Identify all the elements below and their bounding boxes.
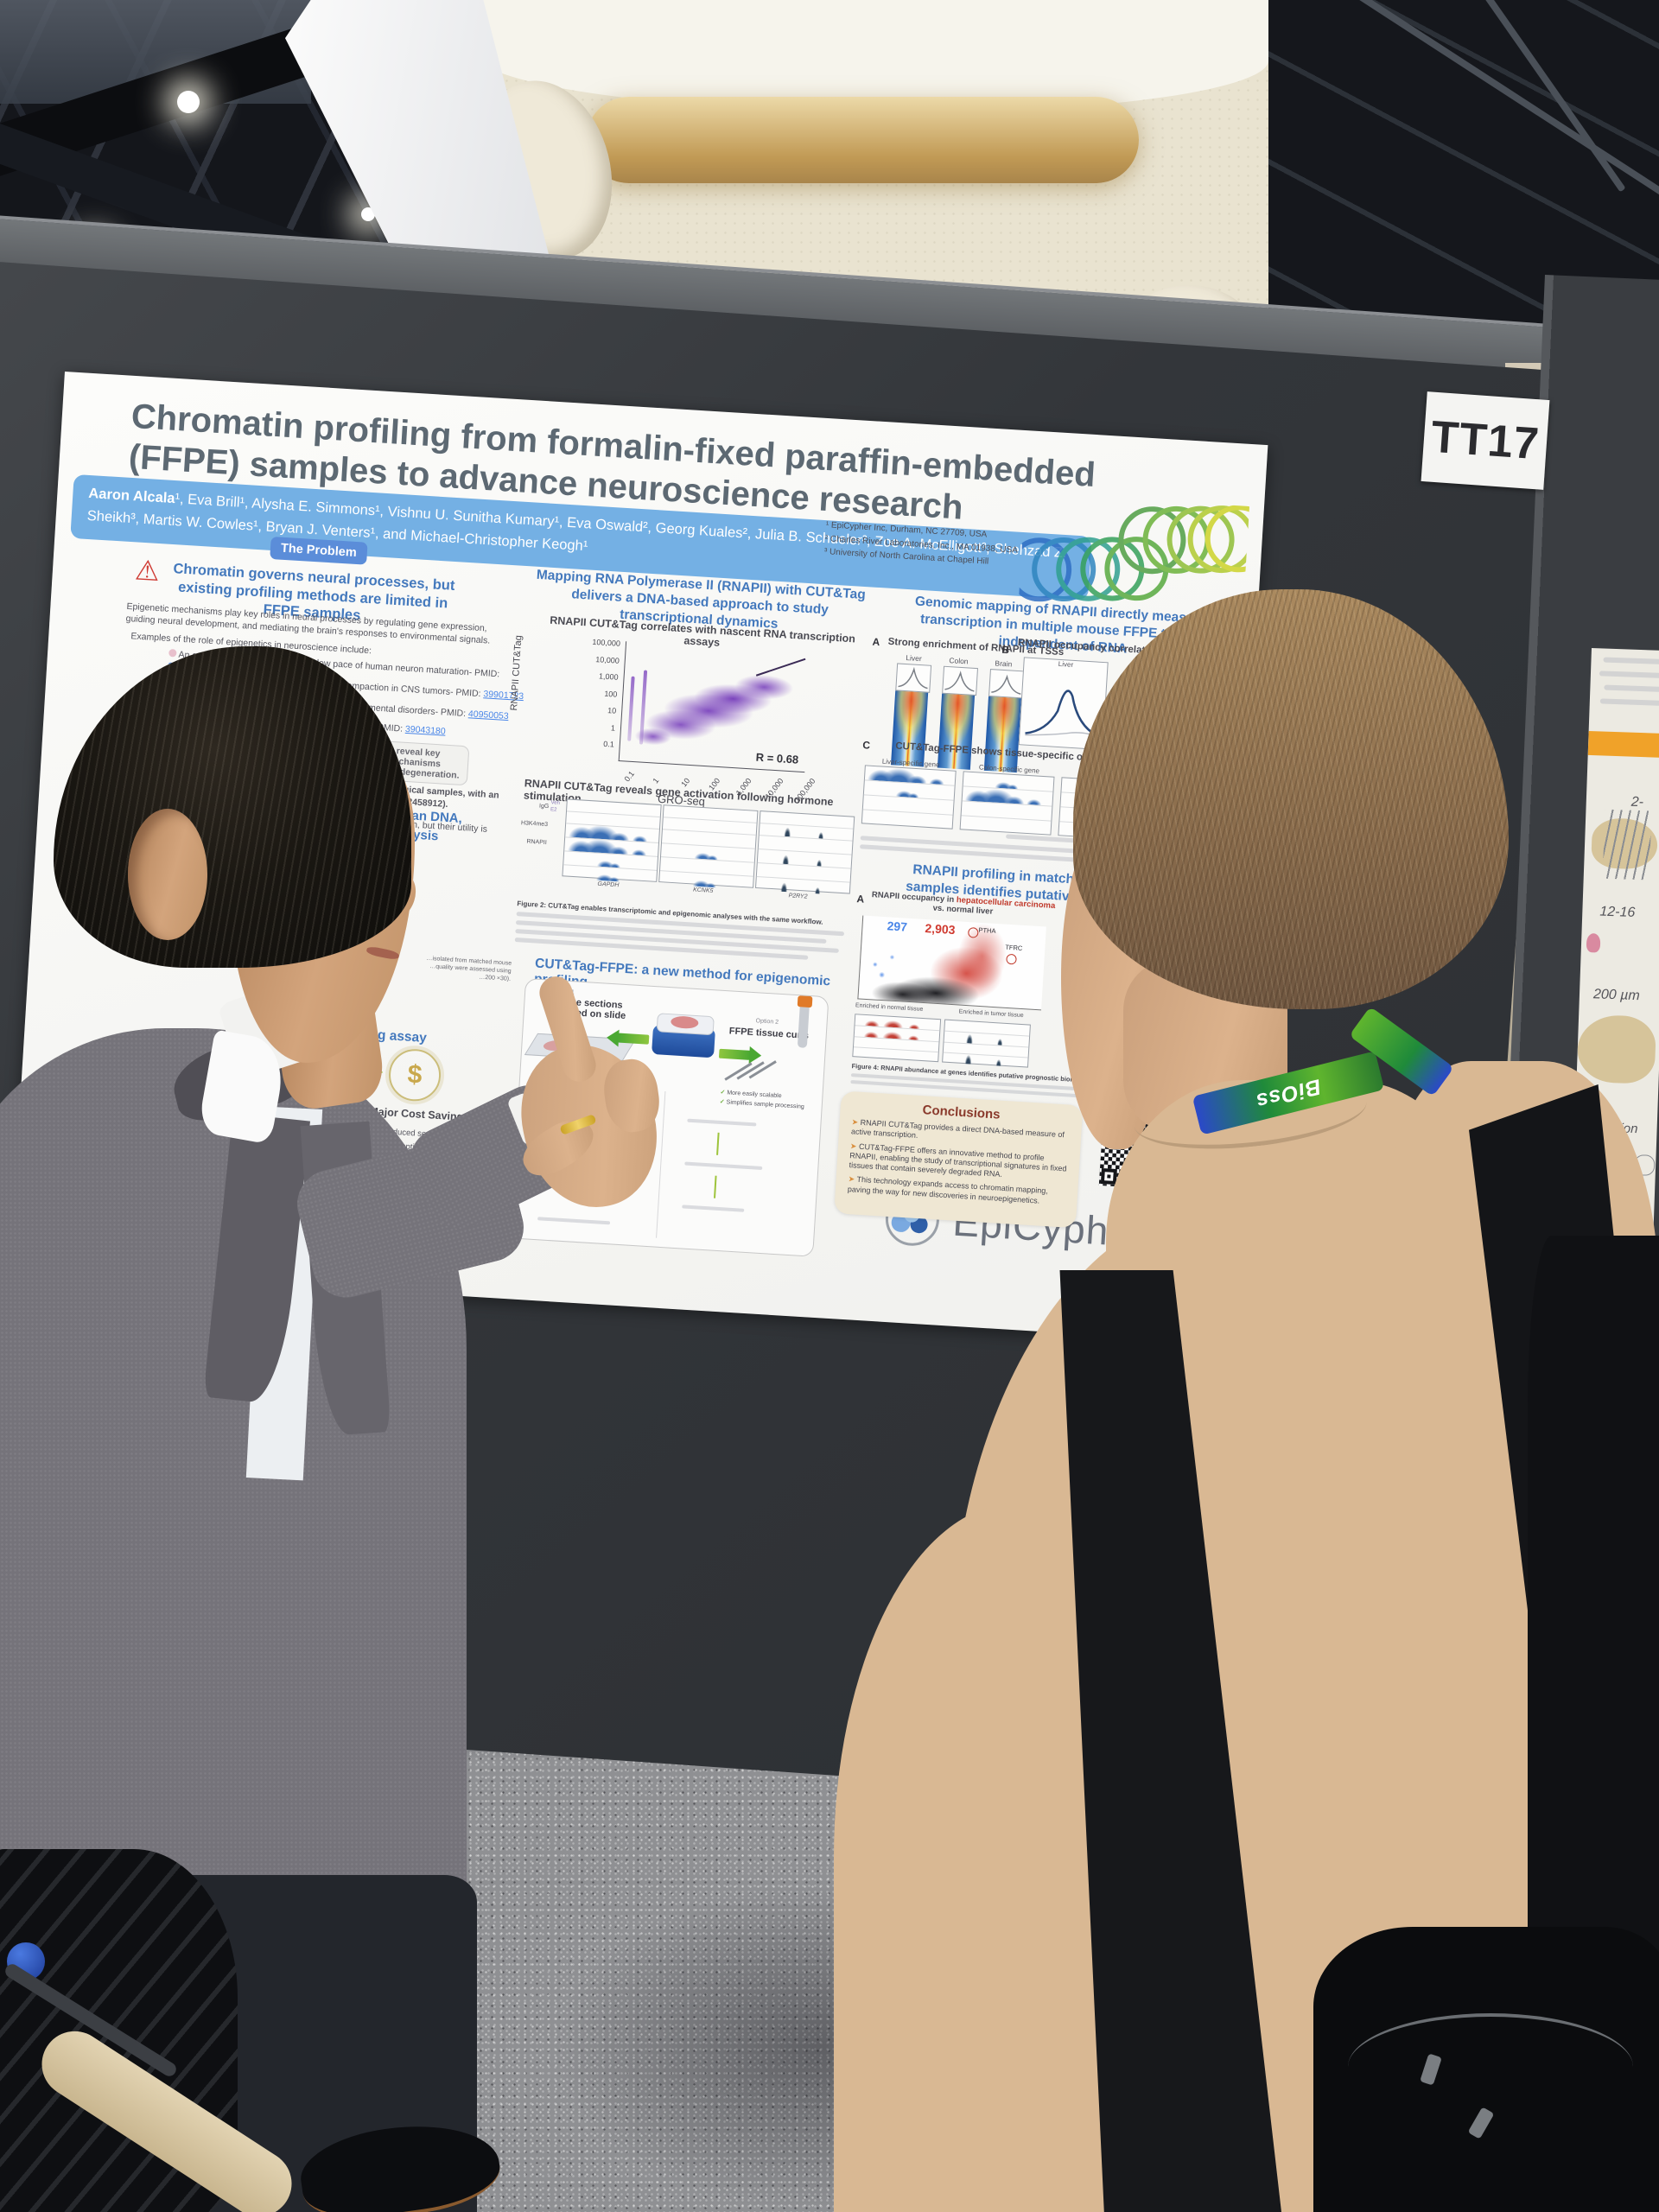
brain-illustration: [1576, 1014, 1657, 1084]
neighbor-orange-band: [1587, 730, 1659, 759]
scatter-yticks: 100,000 10,000 1,000 100 10 1 0.1: [592, 637, 621, 749]
igv-panel: [852, 1014, 942, 1063]
pmid-link[interactable]: 39043180: [404, 723, 446, 737]
column-light-band: [586, 97, 1139, 183]
dollar-icon: $: [387, 1047, 442, 1103]
pmid-link[interactable]: 40950053: [467, 709, 509, 722]
ceiling-light: [177, 91, 200, 113]
conclusions-list: ➤ RNAPII CUT&Tag provides a direct DNA-b…: [847, 1117, 1067, 1205]
scatter-plot-area: R = 0.68: [618, 641, 812, 773]
track-panel: [658, 804, 759, 890]
board-number-card: TT17: [1421, 391, 1550, 490]
igv-panel: [942, 1019, 1031, 1068]
ffpe-cassette-icon: [652, 1013, 716, 1058]
bullet-arrow-icon: ➤: [851, 1117, 859, 1127]
ceiling-light: [361, 207, 375, 221]
condition-labels: Veh E2: [550, 800, 561, 813]
arrow-left-icon: [617, 1033, 650, 1045]
warning-icon: ⚠: [134, 554, 161, 588]
problem-badge: The Problem: [270, 536, 368, 565]
flow-arrow: [716, 1132, 720, 1155]
option2-label: Option 2: [755, 1018, 779, 1026]
first-author: Aaron Alcala: [87, 485, 176, 507]
heatmap: [983, 669, 1025, 773]
rainbow-spiral-logo: [1018, 505, 1250, 602]
neighbor-label: 200 µm: [1592, 987, 1640, 1004]
heatmap-trio: [890, 663, 1025, 773]
arrow-right-icon: [718, 1048, 751, 1060]
count-normal: 297: [887, 918, 908, 934]
track-group: Liver-specific gene: [861, 756, 957, 830]
slice-lines: [1602, 809, 1652, 880]
icon-figure: [1586, 933, 1601, 953]
bullet-arrow-icon: ➤: [849, 1141, 857, 1151]
track-row-labels: IgG H3K4me3 RNAPII: [520, 803, 550, 847]
panel-c-label: C: [861, 739, 871, 752]
scatter-cloud: [628, 653, 803, 761]
hair-presenter: [54, 646, 411, 968]
ear: [128, 809, 207, 940]
panel-b-label: B: [1001, 643, 1010, 657]
tube-icon: [797, 995, 813, 1048]
heatmap: [890, 663, 932, 767]
flow-arrow: [713, 1175, 717, 1198]
neighbor-label: 2-: [1630, 794, 1644, 810]
board-number: TT17: [1429, 411, 1541, 470]
count-tumor: 2,903: [925, 920, 957, 938]
genome-tracks-figure: IgG H3K4me3 RNAPII Veh E2: [514, 796, 855, 912]
r-value: R = 0.68: [755, 750, 799, 766]
track-panel: [562, 798, 662, 884]
gene-label: PTHA: [978, 925, 996, 935]
volcano-a-label: A: [856, 893, 865, 906]
text-fragment: …isolated from matched mouse …quality wer…: [426, 955, 512, 982]
neighbor-label: 12-16: [1599, 904, 1636, 920]
panel-a-label: A: [872, 635, 880, 649]
track-panel: [754, 810, 855, 896]
problem-bullet: - PMID: 39043180: [372, 721, 446, 737]
column-capital: [474, 0, 1268, 112]
heatmap: [937, 665, 979, 770]
lanyard-text: BiOss: [1253, 1073, 1324, 1114]
hair-listener: [1073, 589, 1509, 1009]
gene-label: TFRC: [1005, 943, 1023, 952]
conclusions-box: Conclusions ➤ RNAPII CUT&Tag provides a …: [834, 1090, 1084, 1229]
track-group: Colon-specific gene: [959, 762, 1056, 836]
zipper-line: [1348, 2013, 1633, 2120]
option2-checks: ✓ More easily scalable ✓ Simplifies samp…: [719, 1089, 804, 1111]
volcano-plot: 297 2,903 PTHA TFRC: [857, 915, 1046, 1011]
bullet-icon: [168, 648, 177, 658]
bullet-arrow-icon: ➤: [848, 1174, 855, 1184]
